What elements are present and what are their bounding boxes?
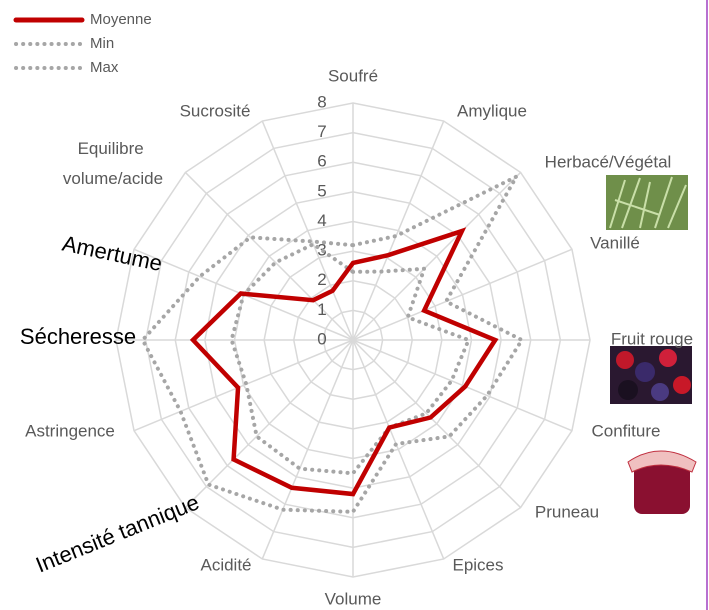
category-label: Sécheresse <box>20 324 136 349</box>
tick-label: 8 <box>317 92 326 111</box>
tick-label: 4 <box>317 211 326 230</box>
category-label: Confiture <box>592 421 661 440</box>
spoke <box>352 171 522 341</box>
spoke <box>133 339 354 432</box>
category-label: Amertume <box>60 231 164 277</box>
tick-label: 7 <box>317 122 326 141</box>
spoke <box>352 120 445 341</box>
spoke <box>261 339 354 560</box>
tick-label: 5 <box>317 181 326 200</box>
category-label: Soufré <box>328 66 378 85</box>
series-line <box>189 227 499 497</box>
jam-image <box>627 450 697 514</box>
category-label: Astringence <box>25 421 115 440</box>
legend-label: Moyenne <box>90 11 152 28</box>
spoke <box>184 339 354 509</box>
spoke <box>261 120 354 341</box>
category-label: Vanillé <box>590 233 640 252</box>
category-label: Fruit rouge <box>611 329 693 348</box>
spoke <box>352 339 522 509</box>
category-label: Pruneau <box>535 502 599 521</box>
tick-label: 1 <box>317 300 326 319</box>
tick-label: 2 <box>317 270 326 289</box>
legend-label: Max <box>90 59 119 76</box>
category-label: Equilibre volume/acide <box>63 139 163 188</box>
category-label: Herbacé/Végétal <box>545 152 672 171</box>
category-label: Amylique <box>457 101 527 120</box>
spoke <box>352 339 573 432</box>
category-label: Volume <box>325 589 382 608</box>
category-label: Epices <box>452 555 503 574</box>
category-label: Intensité tannique <box>32 489 202 577</box>
spoke <box>352 248 573 341</box>
spoke <box>352 339 445 560</box>
series-line <box>140 171 525 514</box>
category-label: Sucrosité <box>180 101 251 120</box>
spoke <box>184 171 354 341</box>
tick-label: 6 <box>317 152 326 171</box>
legend-label: Min <box>90 35 114 52</box>
tick-label: 0 <box>317 329 326 348</box>
grass-image <box>606 175 688 230</box>
berries-image <box>610 346 692 404</box>
category-label: Acidité <box>200 555 251 574</box>
series-line <box>229 241 472 476</box>
